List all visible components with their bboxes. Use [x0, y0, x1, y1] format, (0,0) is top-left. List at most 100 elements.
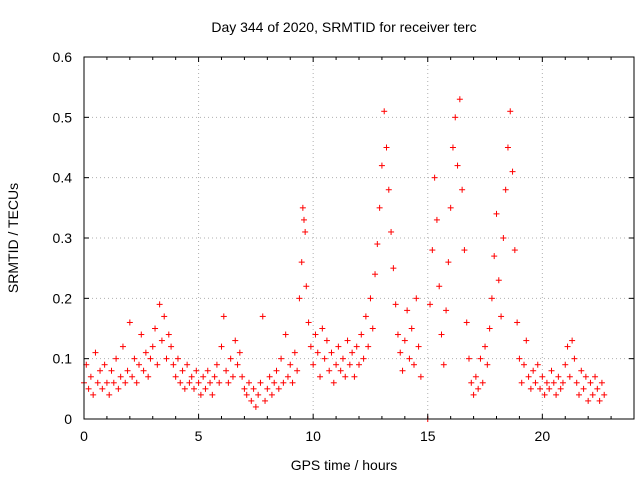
data-point — [486, 325, 493, 332]
data-point — [511, 247, 518, 254]
data-point — [282, 331, 289, 338]
data-point — [507, 108, 514, 115]
data-point — [502, 186, 509, 193]
data-point — [564, 343, 571, 350]
data-point — [342, 373, 349, 380]
data-point — [587, 379, 594, 386]
data-point — [299, 204, 306, 211]
data-point — [438, 331, 445, 338]
data-point — [537, 385, 544, 392]
data-point — [459, 186, 466, 193]
data-point — [92, 349, 99, 356]
data-point — [576, 391, 582, 398]
data-point — [555, 373, 562, 380]
data-point — [225, 379, 232, 386]
data-point — [339, 355, 346, 362]
data-point — [227, 355, 234, 362]
data-point — [168, 343, 175, 350]
data-point — [243, 391, 250, 398]
data-point — [142, 349, 149, 356]
data-point — [184, 361, 191, 368]
data-point — [337, 367, 344, 374]
data-point — [401, 337, 408, 344]
data-point — [170, 361, 177, 368]
data-point — [229, 373, 236, 380]
data-point — [317, 373, 324, 380]
y-tick-label: 0.2 — [53, 290, 73, 306]
data-point — [356, 361, 362, 368]
data-point — [534, 361, 541, 368]
data-point — [454, 162, 461, 169]
data-point — [207, 379, 214, 386]
data-point — [404, 307, 411, 314]
data-point — [97, 367, 104, 374]
data-point — [335, 343, 342, 350]
data-point — [326, 367, 333, 374]
data-point — [390, 265, 397, 272]
data-point — [571, 355, 578, 362]
data-point — [509, 168, 516, 175]
data-point — [268, 391, 275, 398]
data-point — [234, 361, 241, 368]
data-points — [81, 96, 608, 422]
data-point — [417, 373, 424, 380]
y-tick-label: 0.3 — [53, 230, 73, 246]
y-axis-label: SRMTID / TECUs — [5, 183, 21, 293]
data-point — [218, 343, 225, 350]
data-point — [562, 361, 569, 368]
data-point — [136, 361, 142, 368]
y-tick-label: 0.1 — [53, 351, 73, 367]
data-point — [298, 259, 305, 266]
data-point — [376, 204, 383, 211]
data-point — [514, 319, 521, 326]
data-point — [569, 337, 576, 344]
data-point — [117, 373, 124, 380]
data-point — [463, 319, 470, 326]
data-point — [246, 379, 252, 386]
x-tick-label: 10 — [305, 428, 321, 444]
data-point — [566, 373, 573, 380]
data-point — [550, 379, 557, 386]
x-tick-label: 20 — [535, 428, 551, 444]
data-point — [443, 307, 450, 314]
data-point — [113, 355, 120, 362]
data-point — [527, 385, 534, 392]
x-tick-label: 5 — [195, 428, 203, 444]
data-point — [252, 403, 259, 410]
data-point — [433, 216, 440, 223]
data-point — [495, 277, 502, 284]
data-point — [358, 331, 365, 338]
data-point — [427, 301, 434, 308]
data-point — [94, 379, 101, 386]
data-point — [323, 337, 330, 344]
data-point — [275, 385, 282, 392]
data-point — [248, 397, 255, 404]
data-point — [440, 361, 447, 368]
data-point — [504, 144, 511, 151]
data-point — [530, 367, 537, 374]
data-point — [523, 337, 530, 344]
x-axis-label: GPS time / hours — [291, 457, 398, 473]
data-point — [456, 96, 463, 103]
data-point — [596, 397, 603, 404]
data-point — [255, 391, 262, 398]
data-point — [156, 301, 163, 308]
data-point — [193, 367, 200, 374]
data-point — [191, 385, 197, 392]
data-point — [470, 391, 477, 398]
data-point — [108, 367, 115, 374]
data-point — [582, 373, 589, 380]
data-point — [305, 319, 312, 326]
data-point — [378, 162, 385, 169]
data-point — [291, 349, 298, 356]
x-tick-label: 15 — [420, 428, 436, 444]
data-point — [126, 319, 133, 326]
data-point — [333, 361, 340, 368]
data-point — [559, 379, 566, 386]
y-axis-ticks: 0 0.1 0.2 0.3 0.4 0.5 0.6 — [53, 49, 634, 427]
data-point — [594, 385, 601, 392]
data-point — [548, 367, 555, 374]
data-point — [374, 241, 381, 248]
data-point — [546, 385, 553, 392]
